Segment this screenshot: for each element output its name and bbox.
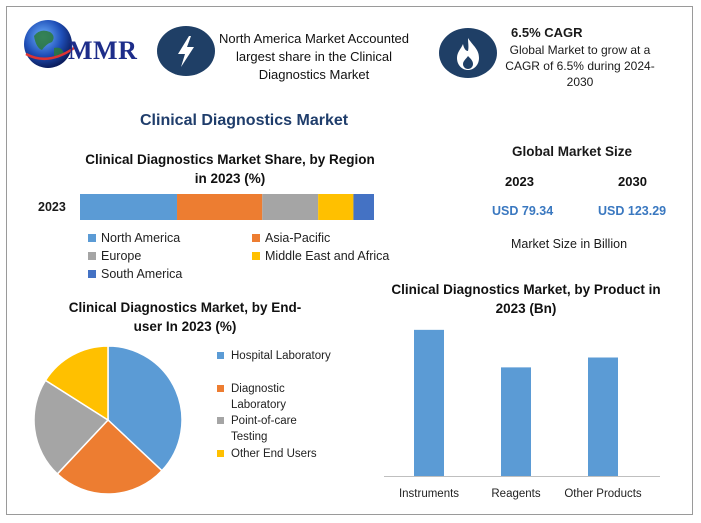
region-stacked-bar (80, 194, 374, 220)
globe-logo-icon (24, 20, 75, 68)
pie-slice-hospital-laboratory (107, 345, 183, 472)
market-size-title: Global Market Size (512, 144, 633, 159)
pie-slice-diagnostic-laboratory (56, 418, 164, 495)
pie-legend-hospital: Hospital Laboratory (217, 348, 331, 364)
legend-europe: Europe (88, 249, 141, 263)
market-year-2030: 2030 (618, 174, 647, 189)
region-segment-middle-east-and-africa (318, 194, 354, 220)
north-america-callout: North America Market Accounted largest s… (218, 31, 410, 82)
cagr-title: 6.5% CAGR (511, 25, 583, 40)
market-value-2030: USD 123.29 (598, 204, 667, 218)
product-bar-chart (384, 329, 660, 477)
legend-north-america: North America (88, 231, 180, 245)
pie-legend-diagnostic: Diagnostic Laboratory (217, 381, 331, 413)
product-chart-title: Clinical Diagnostics Market, by Product … (391, 282, 661, 316)
product-bar-instruments (414, 329, 444, 476)
product-label-other-products: Other Products (564, 488, 642, 500)
lightning-badge (157, 26, 215, 76)
pie-legend-poc: Point-of-care Testing (217, 413, 331, 445)
product-bar-reagents (501, 367, 531, 476)
region-segment-north-america (80, 194, 178, 220)
product-label-instruments: Instruments (398, 488, 460, 500)
legend-south-america: South America (88, 267, 182, 281)
infographic-frame (6, 6, 693, 515)
pie-slice-point-of-care-testing (33, 379, 110, 476)
product-label-reagents: Reagents (491, 488, 541, 500)
flame-icon (457, 38, 479, 70)
region-segment-south-america (353, 194, 374, 220)
legend-middle-east-africa: Middle East and Africa (252, 249, 389, 263)
region-segment-europe (262, 194, 319, 220)
market-year-2023: 2023 (505, 174, 534, 189)
cagr-description: Global Market to grow at a CAGR of 6.5% … (505, 43, 655, 89)
market-value-2023: USD 79.34 (492, 204, 554, 218)
enduser-pie-chart (33, 345, 183, 495)
product-bar-other-products (588, 357, 618, 476)
market-size-note: Market Size in Billion (511, 237, 628, 251)
region-bar-category: 2023 (38, 200, 66, 214)
region-chart-title: Clinical Diagnostics Market Share, by Re… (85, 152, 375, 186)
flame-badge (439, 28, 497, 78)
legend-asia-pacific: Asia-Pacific (252, 231, 330, 245)
page-title: Clinical Diagnostics Market (140, 112, 349, 129)
pie-legend-other: Other End Users (217, 446, 331, 462)
pie-slice-other-end-users (44, 345, 109, 422)
region-segment-asia-pacific (177, 194, 263, 220)
lightning-icon (178, 36, 194, 67)
logo-text: MMR (68, 36, 138, 65)
enduser-chart-title: Clinical Diagnostics Market, by End-user… (68, 300, 302, 334)
